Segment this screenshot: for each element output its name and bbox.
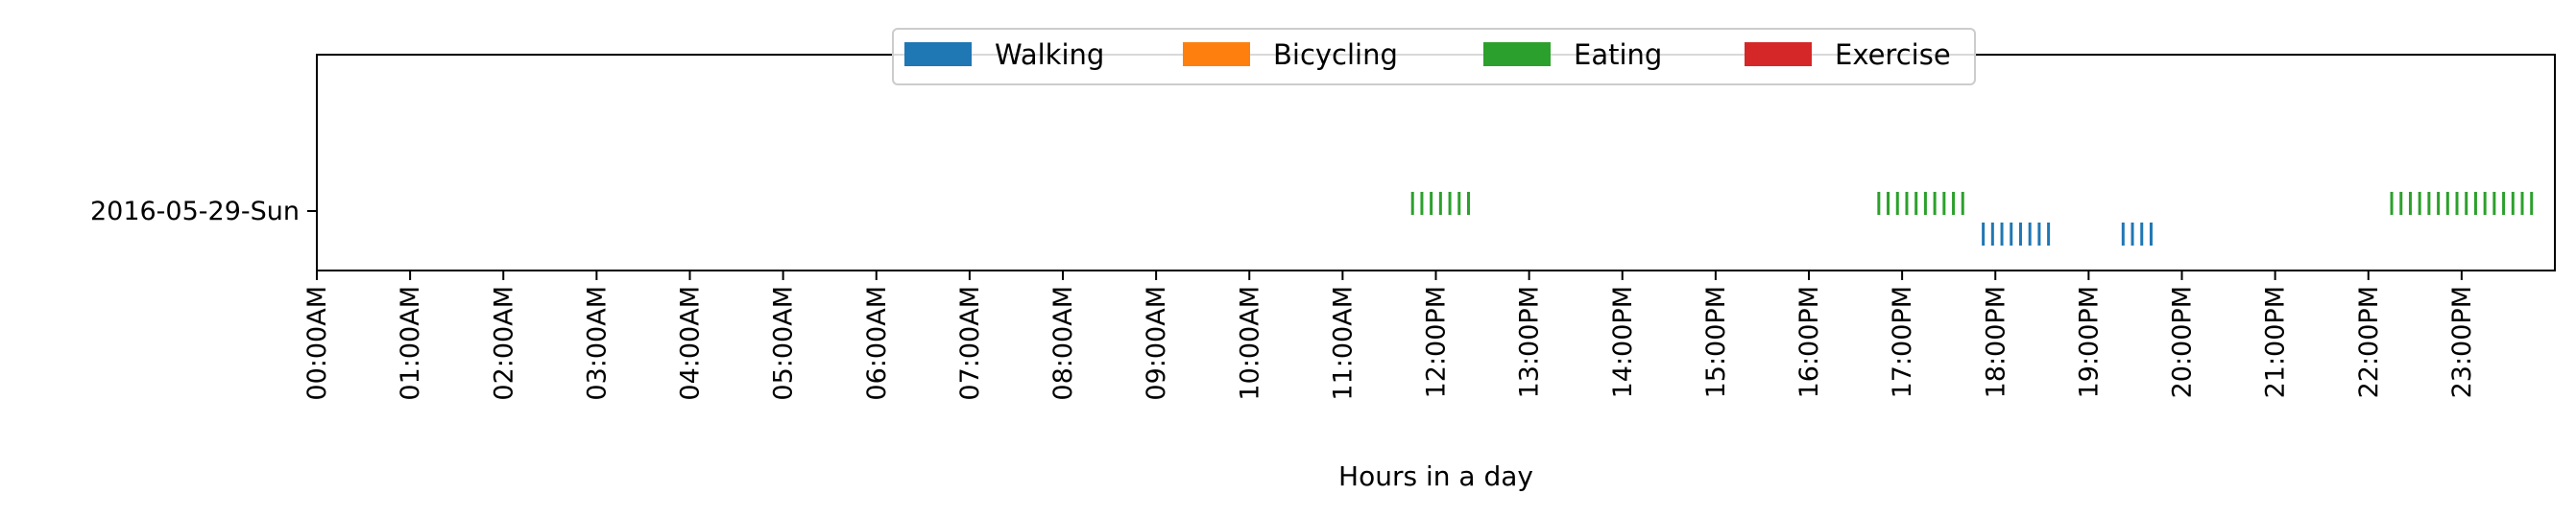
legend-entry-eating: Eating [1483, 38, 1662, 71]
legend-box [892, 28, 1976, 85]
event-marks [1410, 192, 2534, 246]
x-tick-label-4: 04:00AM [676, 286, 706, 401]
x-tick-label-22: 22:00PM [2354, 286, 2384, 398]
x-tick-label-5: 05:00AM [769, 286, 799, 401]
x-tick-label-7: 07:00AM [955, 286, 985, 401]
legend-entry-bicycling: Bicycling [1183, 38, 1398, 71]
x-tick-label-8: 08:00AM [1048, 286, 1078, 401]
x-tick-label-17: 17:00PM [1888, 286, 1917, 398]
legend-swatch-walking [904, 42, 972, 66]
legend-swatch-exercise [1745, 42, 1812, 66]
legend-entry-exercise: Exercise [1745, 38, 1951, 71]
x-tick-label-1: 01:00AM [396, 286, 425, 401]
legend: Walking Bicycling Eating Exercise [892, 28, 1976, 85]
x-tick-label-18: 18:00PM [1981, 286, 2010, 398]
x-axis-label: Hours in a day [1338, 460, 1533, 492]
x-tick-label-14: 14:00PM [1608, 286, 1638, 398]
x-tick-label-12: 12:00PM [1422, 286, 1452, 398]
x-tick-label-3: 03:00AM [582, 286, 612, 401]
y-tick-label-0: 2016-05-29-Sun [90, 197, 300, 226]
plot-frame [316, 54, 2556, 271]
x-tick-label-21: 21:00PM [2261, 286, 2291, 398]
x-tick-label-15: 15:00PM [1701, 286, 1731, 398]
legend-label-eating: Eating [1574, 38, 1662, 71]
x-tick-label-10: 10:00AM [1235, 286, 1264, 401]
x-tick-label-0: 00:00AM [302, 286, 332, 401]
x-tick-label-19: 19:00PM [2074, 286, 2104, 398]
x-tick-label-9: 09:00AM [1142, 286, 1171, 401]
x-tick-label-11: 11:00AM [1328, 286, 1358, 401]
x-tick-label-23: 23:00PM [2447, 286, 2477, 398]
x-tick-label-2: 02:00AM [489, 286, 518, 401]
x-tick-label-6: 06:00AM [862, 286, 892, 401]
legend-label-walking: Walking [995, 38, 1104, 71]
legend-swatch-bicycling [1183, 42, 1250, 66]
legend-label-exercise: Exercise [1835, 38, 1951, 71]
legend-swatch-eating [1483, 42, 1551, 66]
axes: 2016-05-29-Sun 00:00AM 01:00AM 02:00AM 03:00… [90, 54, 2556, 492]
x-tick-label-20: 20:00PM [2168, 286, 2198, 398]
legend-entry-walking: Walking [904, 38, 1104, 71]
x-tick-label-16: 16:00PM [1794, 286, 1824, 398]
x-tick-label-13: 13:00PM [1515, 286, 1545, 398]
legend-label-bicycling: Bicycling [1273, 38, 1398, 71]
